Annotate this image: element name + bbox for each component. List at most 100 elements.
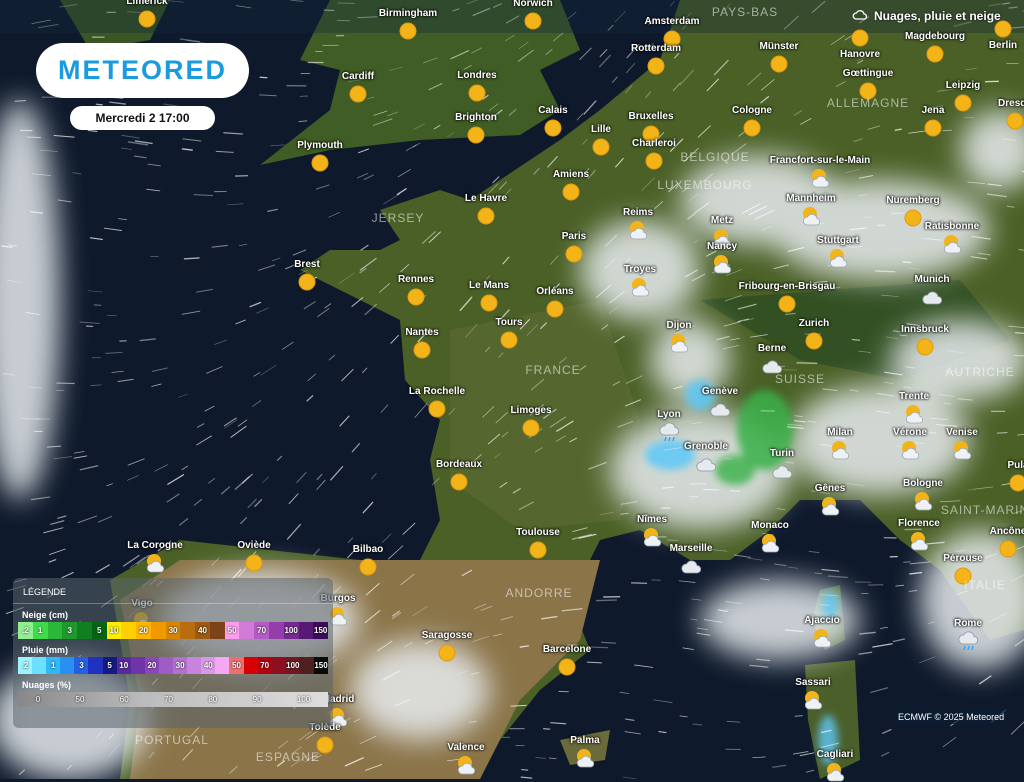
sun-cloud-icon [830,440,850,460]
rain-scale-cell [60,657,74,674]
city-name: Fribourg-en-Brisgau [739,281,836,292]
snow-scale-cell: 30 [166,622,181,639]
city-name: Limoges [510,405,551,416]
forecast-time[interactable]: Mercredi 2 17:00 [70,106,215,130]
snow-scale-cell: 150 [313,622,328,639]
sun-icon [591,137,611,157]
country-label: ALLEMAGNE [827,96,909,110]
wind-streak [852,340,859,341]
city-name: Genève [702,386,738,397]
sun-icon [769,54,789,74]
city-name: Grenoble [684,441,728,452]
rain-scale-cell [88,657,102,674]
sun-icon [903,208,923,228]
snow-scale-cell [48,622,63,639]
snow-scale-cell: 70 [254,622,269,639]
rain-scale-cell [187,657,201,674]
sun-icon [523,11,543,31]
rain-scale-cell: .2 [18,657,32,674]
sun-icon [412,340,432,360]
city-name: Valence [447,742,484,753]
snow-scale-cell: .2 [18,622,33,639]
legend-title: LÉGENDE [13,578,333,604]
sun-icon [557,657,577,677]
sun-cloud-icon [812,628,832,648]
city-name: Ratisbonne [925,221,979,232]
sun-icon [564,244,584,264]
city-name: Bilbao [353,544,384,555]
sun-cloud-icon [904,404,924,424]
sun-icon [1005,111,1024,131]
sun-icon [437,643,457,663]
sun-cloud-icon [952,440,972,460]
wind-streak [1014,355,1024,356]
city-name: Marseille [670,543,713,554]
rain-scale-cell: 70 [258,657,272,674]
city-name: Zurich [799,318,830,329]
rain-icon [958,631,978,651]
rain-scale-cell: 100 [286,657,300,674]
sun-icon [348,84,368,104]
clouds-scale-tick: 70 [164,695,173,704]
sun-icon [499,330,519,350]
city-name: Trente [899,391,929,402]
city-name: Hanovre [840,49,880,60]
wind-streak [876,271,895,272]
city-name: Munich [915,274,950,285]
city-name: Plymouth [297,140,343,151]
city-name: Saragosse [422,630,473,641]
country-label: ANDORRE [505,586,572,600]
city-name: Stuttgart [817,235,859,246]
snow-scale-cell: 5 [92,622,107,639]
city-name: Bruxelles [628,111,673,122]
city-name: Reims [623,207,653,218]
city-name: Cardiff [342,71,374,82]
snow-scale-cell: 10 [107,622,122,639]
rain-icon [659,422,679,442]
sun-icon [398,21,418,41]
city-name: Gœttingue [843,68,894,79]
wind-streak [795,716,802,717]
snow-scale-cell: 50 [225,622,240,639]
wind-streak [730,490,739,491]
sun-icon [297,272,317,292]
rain-scale-cell: 30 [173,657,187,674]
city-name: Ajaccio [804,615,840,626]
sun-cloud-icon [628,220,648,240]
sun-icon [449,472,469,492]
city-name: Turin [770,448,794,459]
snow-scale-cell [210,622,225,639]
sun-icon [521,418,541,438]
sun-icon [998,539,1018,559]
rain-scale-cell [159,657,173,674]
snow-legend-label: Neige (cm) [22,610,333,620]
city-name: Dijon [667,320,692,331]
sun-icon [479,293,499,313]
sun-cloud-icon [801,206,821,226]
clouds-scale-tick: 60 [120,695,129,704]
city-name: Milan [827,427,853,438]
sun-icon [466,125,486,145]
sun-cloud-icon [456,755,476,775]
wind-streak [864,217,870,218]
sun-icon [244,553,264,573]
cloud-icon [710,399,730,419]
clouds-scale-tick: 80 [208,695,217,704]
rain-scale-cell [32,657,46,674]
country-label: JERSEY [372,211,425,225]
sun-icon [742,118,762,138]
layer-title[interactable]: Nuages, pluie et neige [852,9,1001,23]
city-name: Nuremberg [886,195,939,206]
city-name: Berlin [989,40,1017,51]
rain-scale-cell [272,657,286,674]
city-name: Mannheim [786,193,835,204]
wind-streak [903,262,910,263]
meteored-logo[interactable]: METEORED [36,43,249,98]
sun-icon [545,299,565,319]
sun-icon [925,44,945,64]
wind-streak [652,580,660,581]
sun-icon [358,557,378,577]
sun-icon [561,182,581,202]
